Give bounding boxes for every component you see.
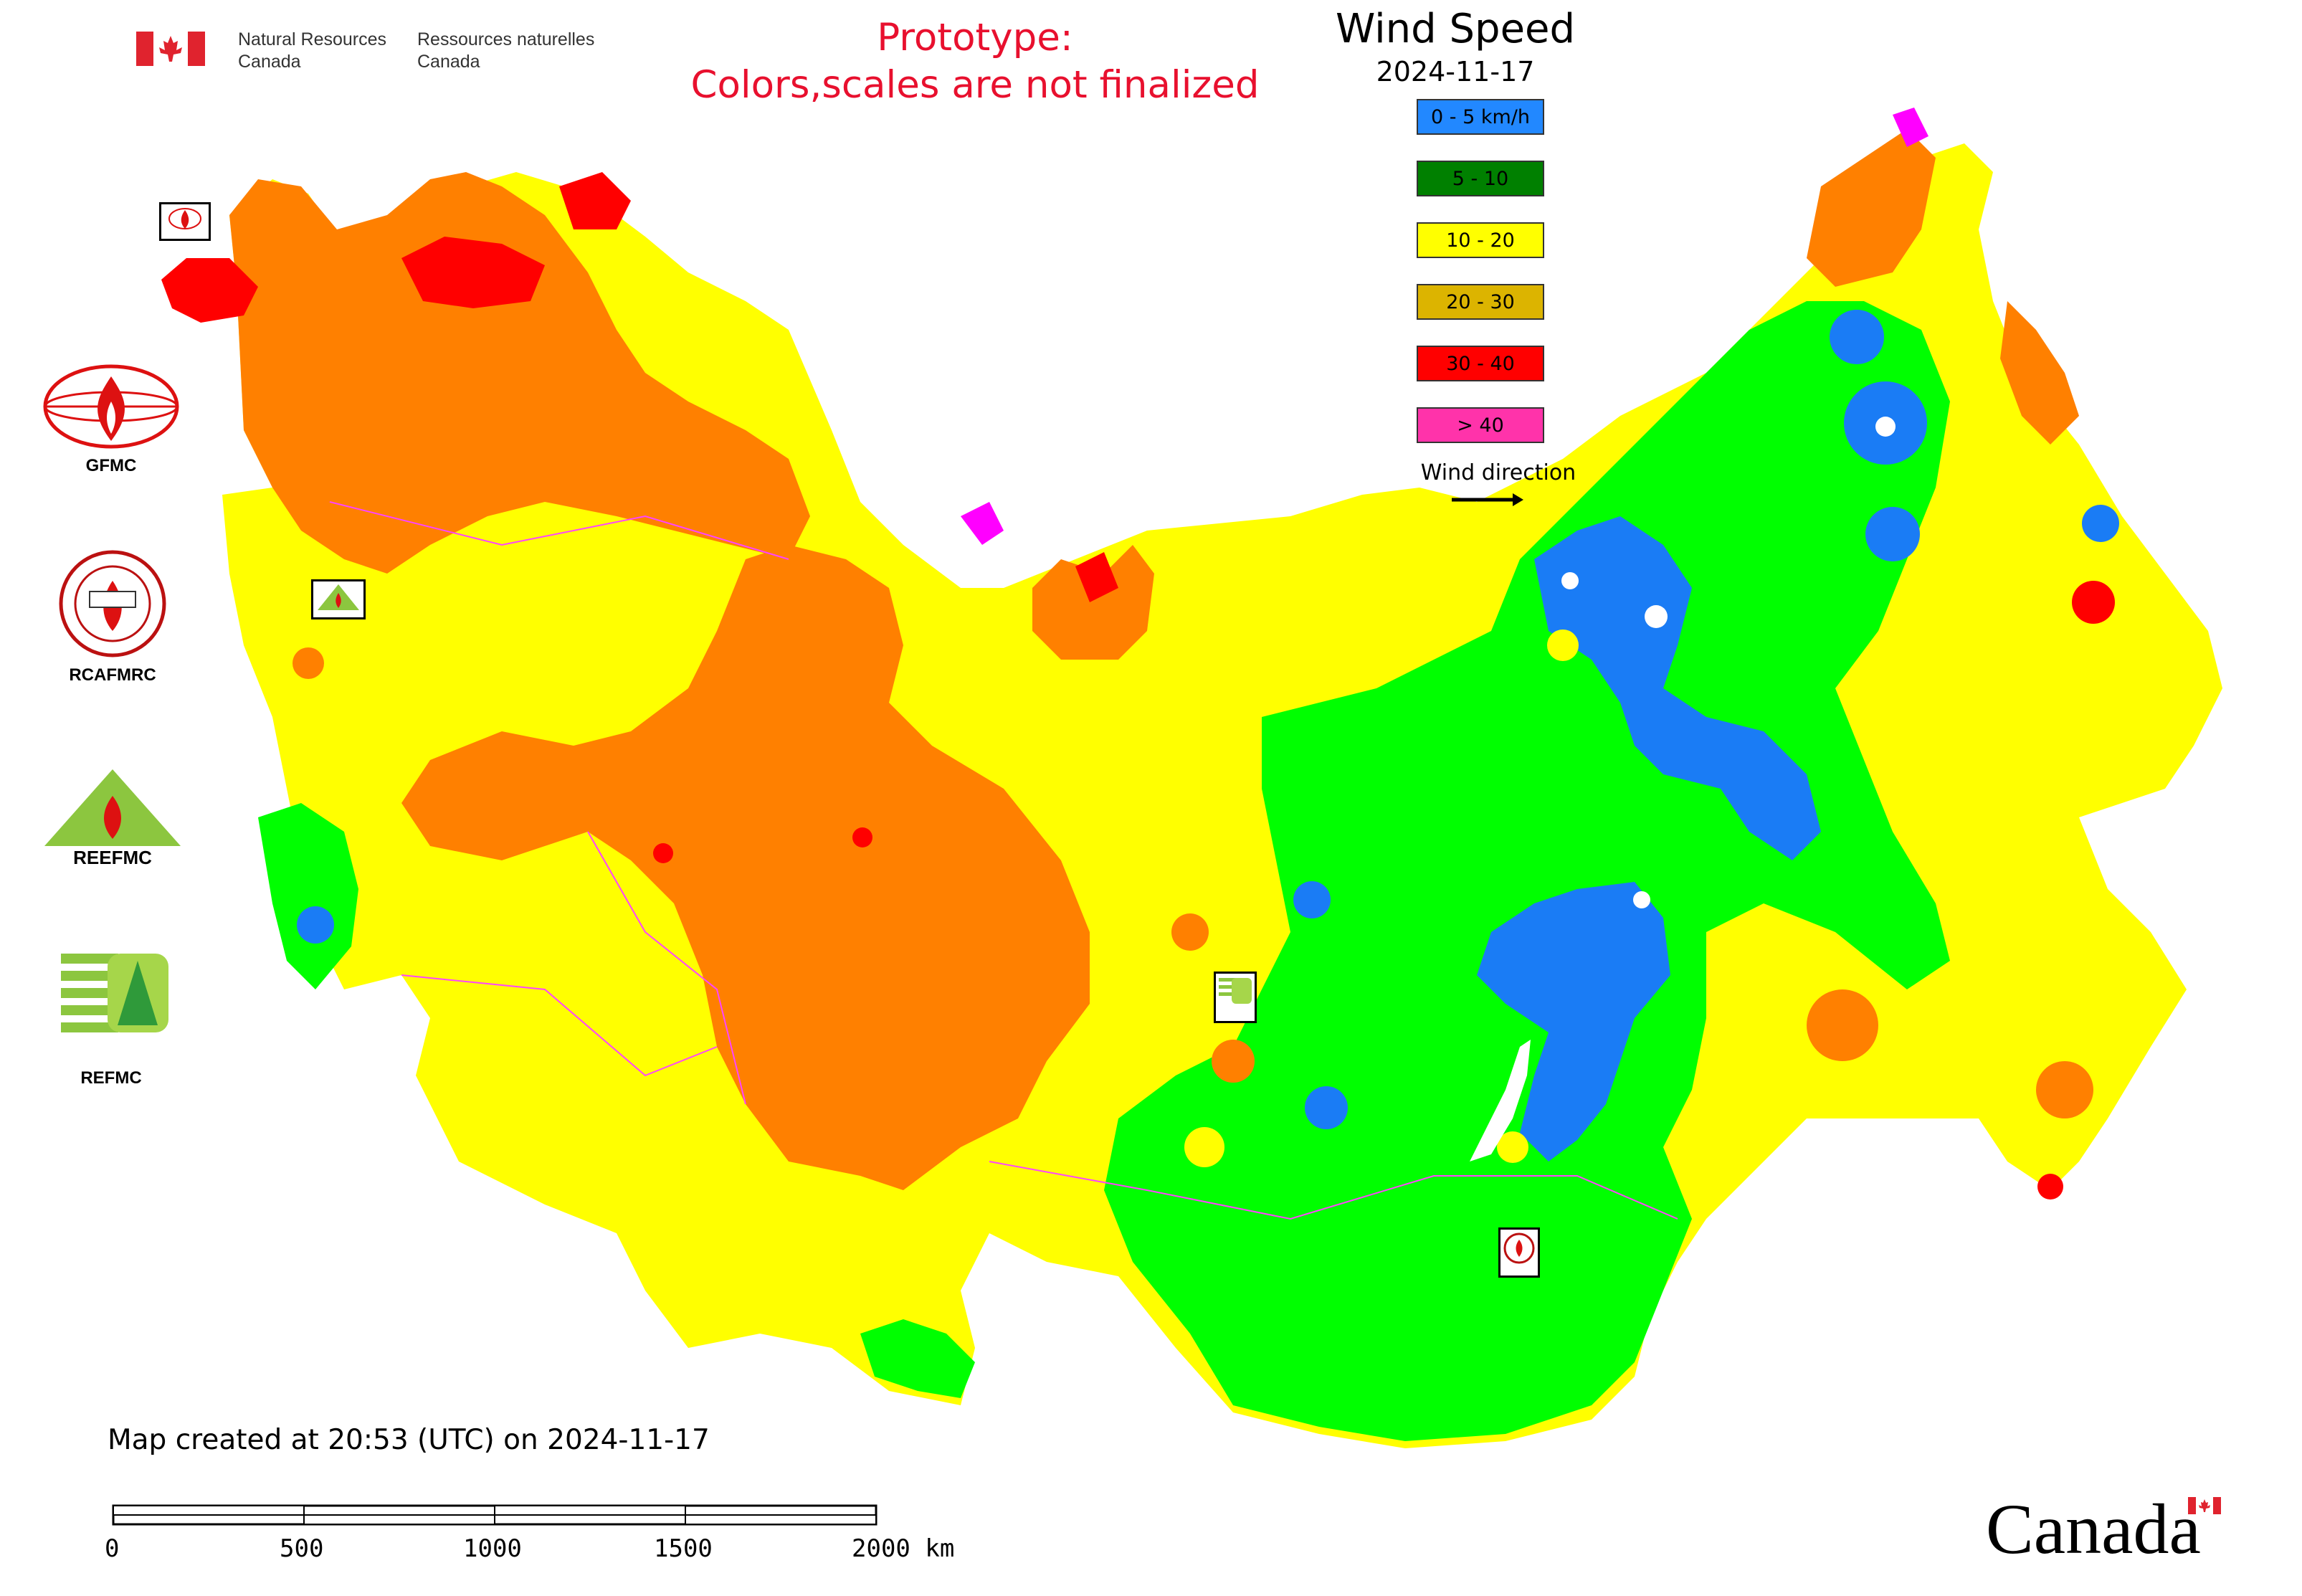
map-calm-spot [2082, 505, 2119, 542]
map-station-dot [1561, 572, 1579, 589]
agency-fr-line2: Canada [417, 52, 480, 72]
map-extreme-zone-arctic [961, 502, 1004, 545]
map-calm-spot [1865, 507, 1920, 561]
map-calm-spot [297, 906, 334, 944]
map-high-spot [1807, 989, 1878, 1061]
legend-item-extreme: > 40 [1417, 407, 1544, 443]
map-station-dot [1633, 891, 1650, 908]
rcafmrc-mini-logo-icon [1498, 1227, 1540, 1278]
canada-wordmark: Canada [1986, 1489, 2201, 1569]
scale-tick-500: 500 [280, 1534, 324, 1563]
map-high-spot [1212, 1040, 1255, 1083]
legend-item-very-high: 30 - 40 [1417, 346, 1544, 381]
reefmc-triangle-icon: REEFMC [41, 769, 184, 868]
legend-title: Wind Speed [1335, 6, 1576, 52]
scale-bar [112, 1504, 877, 1526]
map-created-timestamp: Map created at 20:53 (UTC) on 2024-11-17 [108, 1424, 710, 1456]
org-label-gfmc: GFMC [85, 456, 137, 475]
map-station-dot [1875, 417, 1896, 437]
canada-wordmark-flag-icon [2188, 1497, 2221, 1514]
map-high-zone-central [401, 545, 1090, 1190]
map-very-high-zone-north [401, 237, 545, 308]
org-label-refmc: REFMC [80, 1068, 142, 1088]
scale-tick-2000: 2000 km [852, 1534, 955, 1563]
map-very-high-spot [653, 843, 673, 863]
map-high-spot [1171, 913, 1209, 951]
map-low-zone-south [860, 1319, 975, 1398]
agency-en-line1: Natural Resources [238, 29, 387, 49]
map-high-zone-north [229, 172, 810, 574]
agency-name-en: Natural Resources Canada [238, 29, 386, 73]
gfmc-fire-globe-icon [43, 364, 179, 449]
map-moderate-spot [1547, 630, 1579, 661]
scale-tick-0: 0 [105, 1534, 120, 1563]
org-label-rcafmrc: RCAFMRC [69, 665, 156, 685]
map-high-spot [292, 647, 324, 679]
map-moderate-spot [1184, 1127, 1224, 1167]
legend-item-high: 20 - 30 [1417, 284, 1544, 320]
gfmc-mini-logo-icon [159, 202, 211, 241]
map-high-spot [2036, 1061, 2093, 1118]
map-very-high-spot [2072, 581, 2115, 624]
map-border-lines [329, 501, 1678, 1220]
canada-flag-icon [136, 32, 205, 66]
map-low-zone-east [1104, 301, 1950, 1441]
svg-text:REEFMC: REEFMC [73, 847, 152, 868]
map-station-dot [1645, 605, 1668, 628]
wind-direction-arrow-icon [1452, 493, 1523, 506]
map-calm-zone-central [1477, 882, 1670, 1162]
wind-direction-label: Wind direction [1420, 460, 1576, 485]
map-very-high-zone-nw [161, 258, 258, 323]
map-calm-spot [1830, 310, 1884, 364]
agency-name-fr: Ressources naturelles Canada [417, 29, 594, 73]
refmc-stripes-icon [57, 946, 172, 1040]
reefmc-mini-logo-icon [311, 579, 366, 619]
rcafmrc-seal-icon [59, 550, 166, 657]
scale-tick-1500: 1500 [654, 1534, 713, 1563]
legend-date: 2024-11-17 [1376, 56, 1535, 87]
refmc-mini-logo-icon [1214, 972, 1257, 1023]
map-high-zone-kamchatka [2000, 301, 2079, 445]
map-low-zone-west [258, 803, 358, 989]
legend-item-calm: 0 - 5 km/h [1417, 99, 1544, 135]
map-moderate-spot [1497, 1131, 1528, 1163]
legend-item-moderate: 10 - 20 [1417, 222, 1544, 258]
map-lake [1470, 1040, 1531, 1162]
map-calm-spot [1293, 881, 1331, 918]
map-calm-spot [1305, 1086, 1348, 1129]
prototype-notice: Prototype: Colors,scales are not finaliz… [631, 14, 1319, 109]
map-extreme-zone-ne [1893, 108, 1928, 147]
legend-item-low: 5 - 10 [1417, 161, 1544, 196]
map-high-zone-arctic-1 [1032, 545, 1154, 660]
map-very-high-zone-coast [1075, 552, 1118, 602]
map-very-high-zone-n2 [559, 172, 631, 229]
map-high-zone-ne [1807, 129, 1936, 287]
prototype-line2: Colors,scales are not finalized [690, 63, 1260, 107]
scale-tick-1000: 1000 [463, 1534, 522, 1563]
agency-en-line2: Canada [238, 52, 301, 72]
map-very-high-spot [2037, 1174, 2063, 1200]
map-very-high-spot [852, 827, 872, 847]
prototype-line1: Prototype: [877, 16, 1073, 60]
agency-fr-line1: Ressources naturelles [417, 29, 595, 49]
map-calm-zone-north [1534, 516, 1821, 860]
